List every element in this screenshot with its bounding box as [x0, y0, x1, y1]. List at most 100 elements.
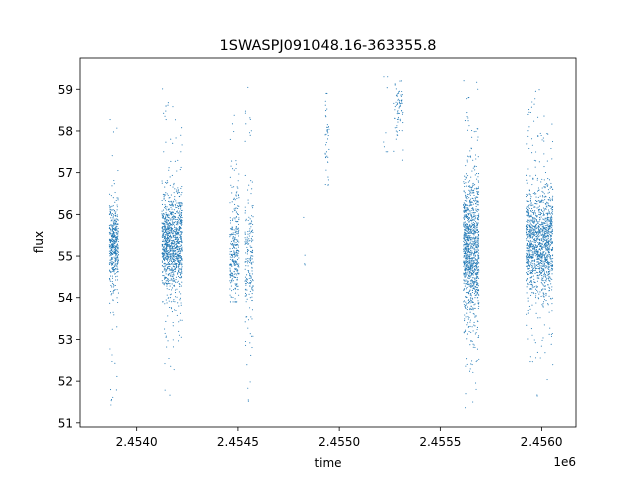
data-point — [108, 278, 111, 280]
data-point — [471, 267, 473, 270]
data-point — [173, 280, 175, 282]
data-point — [250, 231, 253, 233]
data-point — [474, 165, 476, 167]
data-point — [112, 225, 114, 227]
data-point — [179, 202, 181, 204]
data-point — [544, 184, 546, 186]
data-point — [168, 254, 170, 256]
data-point — [246, 189, 249, 191]
data-point — [251, 296, 253, 298]
data-point — [541, 222, 543, 224]
data-point — [176, 202, 178, 204]
data-point — [171, 255, 173, 257]
data-point — [325, 141, 327, 144]
data-point — [550, 244, 552, 246]
data-point — [175, 237, 177, 239]
data-point — [173, 272, 175, 274]
data-point — [324, 100, 326, 102]
data-point — [171, 274, 173, 276]
data-point — [114, 273, 116, 275]
data-point — [180, 227, 182, 229]
data-point — [115, 263, 117, 265]
data-point — [327, 184, 329, 186]
data-point — [467, 225, 469, 227]
data-point — [464, 268, 466, 270]
data-point — [174, 234, 176, 236]
data-point — [112, 131, 115, 133]
data-point — [170, 279, 172, 281]
data-point — [528, 245, 530, 247]
data-point — [543, 241, 545, 243]
data-point — [251, 205, 253, 207]
data-point — [540, 234, 542, 236]
data-point — [180, 304, 182, 306]
data-point — [474, 273, 476, 275]
data-point — [476, 263, 478, 265]
data-point — [466, 116, 468, 118]
data-point — [548, 249, 550, 251]
data-point — [170, 256, 172, 258]
data-point — [113, 256, 115, 258]
data-point — [471, 300, 473, 302]
data-point — [463, 279, 465, 281]
x-tick-label: 2.4540 — [116, 435, 158, 449]
data-point — [111, 354, 113, 356]
data-point — [402, 122, 404, 124]
data-point — [244, 241, 246, 243]
data-point — [549, 269, 551, 271]
data-point — [532, 233, 534, 235]
data-point — [464, 251, 466, 253]
data-point — [534, 357, 537, 359]
data-point — [474, 268, 476, 270]
data-point — [474, 226, 476, 228]
data-point — [542, 199, 544, 201]
data-point — [176, 189, 178, 191]
data-point — [551, 273, 553, 275]
data-point — [116, 127, 118, 129]
data-point — [180, 293, 182, 295]
data-point — [165, 216, 167, 219]
data-point — [535, 264, 538, 266]
data-point — [478, 231, 480, 233]
data-point — [113, 248, 115, 251]
data-point — [533, 278, 535, 280]
data-point — [177, 190, 179, 192]
data-point — [165, 220, 167, 222]
data-point — [180, 302, 182, 304]
data-point — [469, 325, 471, 327]
data-point — [466, 306, 469, 308]
data-point — [473, 233, 475, 235]
data-point — [247, 260, 249, 262]
data-point — [529, 240, 531, 242]
data-point — [163, 251, 165, 253]
data-point — [545, 208, 547, 210]
data-point — [547, 202, 549, 204]
data-point — [178, 265, 180, 267]
data-point — [548, 211, 550, 213]
data-point — [547, 232, 549, 234]
data-point — [244, 237, 246, 239]
data-point — [526, 245, 528, 247]
data-point — [175, 244, 177, 246]
data-point — [476, 348, 479, 350]
data-point — [473, 280, 476, 283]
data-point — [178, 264, 180, 266]
data-point — [538, 268, 540, 270]
data-point — [170, 232, 172, 234]
data-point — [229, 258, 231, 260]
data-point — [178, 214, 181, 216]
data-point — [475, 259, 477, 261]
data-point — [531, 286, 533, 288]
data-point — [117, 240, 119, 243]
data-point — [544, 195, 546, 197]
data-point — [164, 237, 166, 240]
data-point — [164, 251, 166, 253]
data-point — [171, 271, 173, 273]
data-point — [400, 80, 402, 82]
data-point — [170, 194, 172, 196]
data-point — [180, 187, 182, 189]
data-point — [171, 232, 173, 234]
data-point — [538, 161, 540, 163]
data-point — [536, 246, 538, 248]
data-point — [547, 247, 549, 249]
